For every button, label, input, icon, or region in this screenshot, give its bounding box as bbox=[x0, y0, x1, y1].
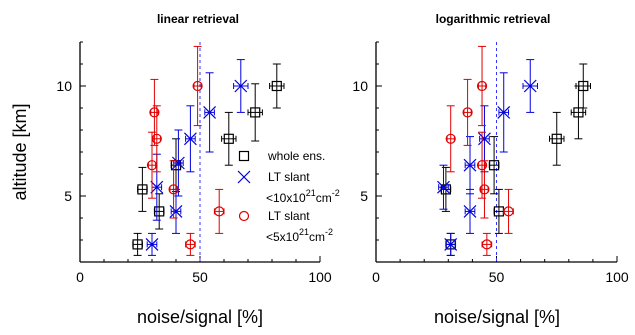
data-point bbox=[137, 184, 148, 195]
data-point bbox=[192, 80, 203, 92]
data-point bbox=[497, 105, 511, 119]
legend-label: LT slant bbox=[268, 209, 310, 223]
data-point bbox=[573, 107, 584, 118]
error-bar bbox=[481, 232, 493, 256]
data-point bbox=[185, 239, 196, 250]
legend-sublabel: <5x1021cm-2 bbox=[266, 227, 333, 244]
data-point bbox=[183, 132, 197, 146]
error-bar bbox=[446, 105, 455, 173]
data-point bbox=[234, 79, 248, 93]
data-point bbox=[463, 204, 477, 218]
error-bar bbox=[488, 136, 500, 195]
series-square bbox=[440, 63, 591, 256]
error-bar bbox=[503, 188, 514, 234]
legend: whole ens. LT slant <10x1021cm-2 LT slant <5… bbox=[237, 149, 340, 244]
panel-linear-retrieval: linear retrieval altitude [km] noise/sig… bbox=[10, 12, 340, 327]
data-point bbox=[478, 132, 491, 146]
data-point bbox=[171, 156, 185, 170]
error-bar bbox=[185, 232, 196, 256]
data-point bbox=[250, 107, 261, 118]
data-point bbox=[151, 133, 162, 144]
legend-marker-circle bbox=[238, 210, 250, 222]
error-bar bbox=[153, 193, 165, 230]
error-bar bbox=[493, 188, 505, 234]
x-tick-label: 100 bbox=[605, 269, 629, 285]
data-point bbox=[168, 184, 179, 195]
data-point bbox=[479, 184, 490, 195]
data-point bbox=[488, 160, 500, 171]
data-point bbox=[551, 133, 562, 144]
legend-marker-x bbox=[237, 170, 251, 184]
x-tick-label: 50 bbox=[192, 269, 208, 285]
series-x bbox=[145, 59, 249, 256]
data-point bbox=[271, 80, 282, 92]
x-tick-label: 0 bbox=[76, 269, 84, 285]
data-point bbox=[463, 158, 477, 172]
x-axis-label: noise/signal [%] bbox=[434, 307, 560, 327]
error-bar bbox=[137, 166, 148, 212]
data-point bbox=[149, 107, 160, 118]
series-square bbox=[132, 63, 285, 256]
data-point bbox=[132, 239, 143, 250]
error-bar bbox=[463, 78, 472, 146]
legend-sublabel: <10x1021cm-2 bbox=[266, 188, 340, 205]
data-point bbox=[223, 133, 234, 144]
legend-label: LT slant bbox=[268, 170, 310, 184]
data-point bbox=[214, 206, 225, 217]
data-point bbox=[476, 80, 488, 92]
error-bar bbox=[132, 232, 143, 256]
y-axis-label: altitude [km] bbox=[10, 103, 30, 200]
data-point bbox=[481, 239, 492, 250]
series-circle bbox=[445, 45, 514, 256]
data-point bbox=[154, 206, 165, 217]
panel-logarithmic-retrieval: logarithmic retrieval noise/signal [%] 5… bbox=[352, 12, 628, 327]
y-tick-label: 5 bbox=[64, 188, 72, 204]
x-tick-label: 100 bbox=[308, 269, 332, 285]
x-tick-label: 0 bbox=[372, 269, 380, 285]
data-point bbox=[445, 133, 456, 144]
error-bar bbox=[193, 45, 202, 127]
data-point bbox=[169, 204, 183, 218]
y-tick-label: 10 bbox=[56, 78, 72, 94]
legend-label: whole ens. bbox=[267, 149, 325, 163]
y-tick-label: 5 bbox=[360, 188, 368, 204]
error-bar bbox=[213, 188, 225, 234]
x-axis-label: noise/signal [%] bbox=[137, 307, 263, 327]
data-point bbox=[150, 180, 164, 194]
panel-title: logarithmic retrieval bbox=[436, 12, 551, 26]
legend-marker-square bbox=[238, 150, 250, 162]
data-point bbox=[145, 237, 159, 251]
data-point bbox=[578, 80, 589, 92]
data-point bbox=[203, 105, 217, 119]
data-point bbox=[476, 160, 488, 171]
data-point bbox=[503, 206, 514, 217]
data-point bbox=[523, 79, 537, 93]
series-x bbox=[437, 59, 538, 256]
x-tick-label: 50 bbox=[489, 269, 505, 285]
y-tick-label: 10 bbox=[352, 78, 368, 94]
panel-title: linear retrieval bbox=[157, 12, 239, 26]
data-point bbox=[437, 180, 450, 194]
data-point bbox=[462, 107, 473, 118]
data-point bbox=[444, 237, 458, 251]
series-circle bbox=[146, 45, 225, 256]
